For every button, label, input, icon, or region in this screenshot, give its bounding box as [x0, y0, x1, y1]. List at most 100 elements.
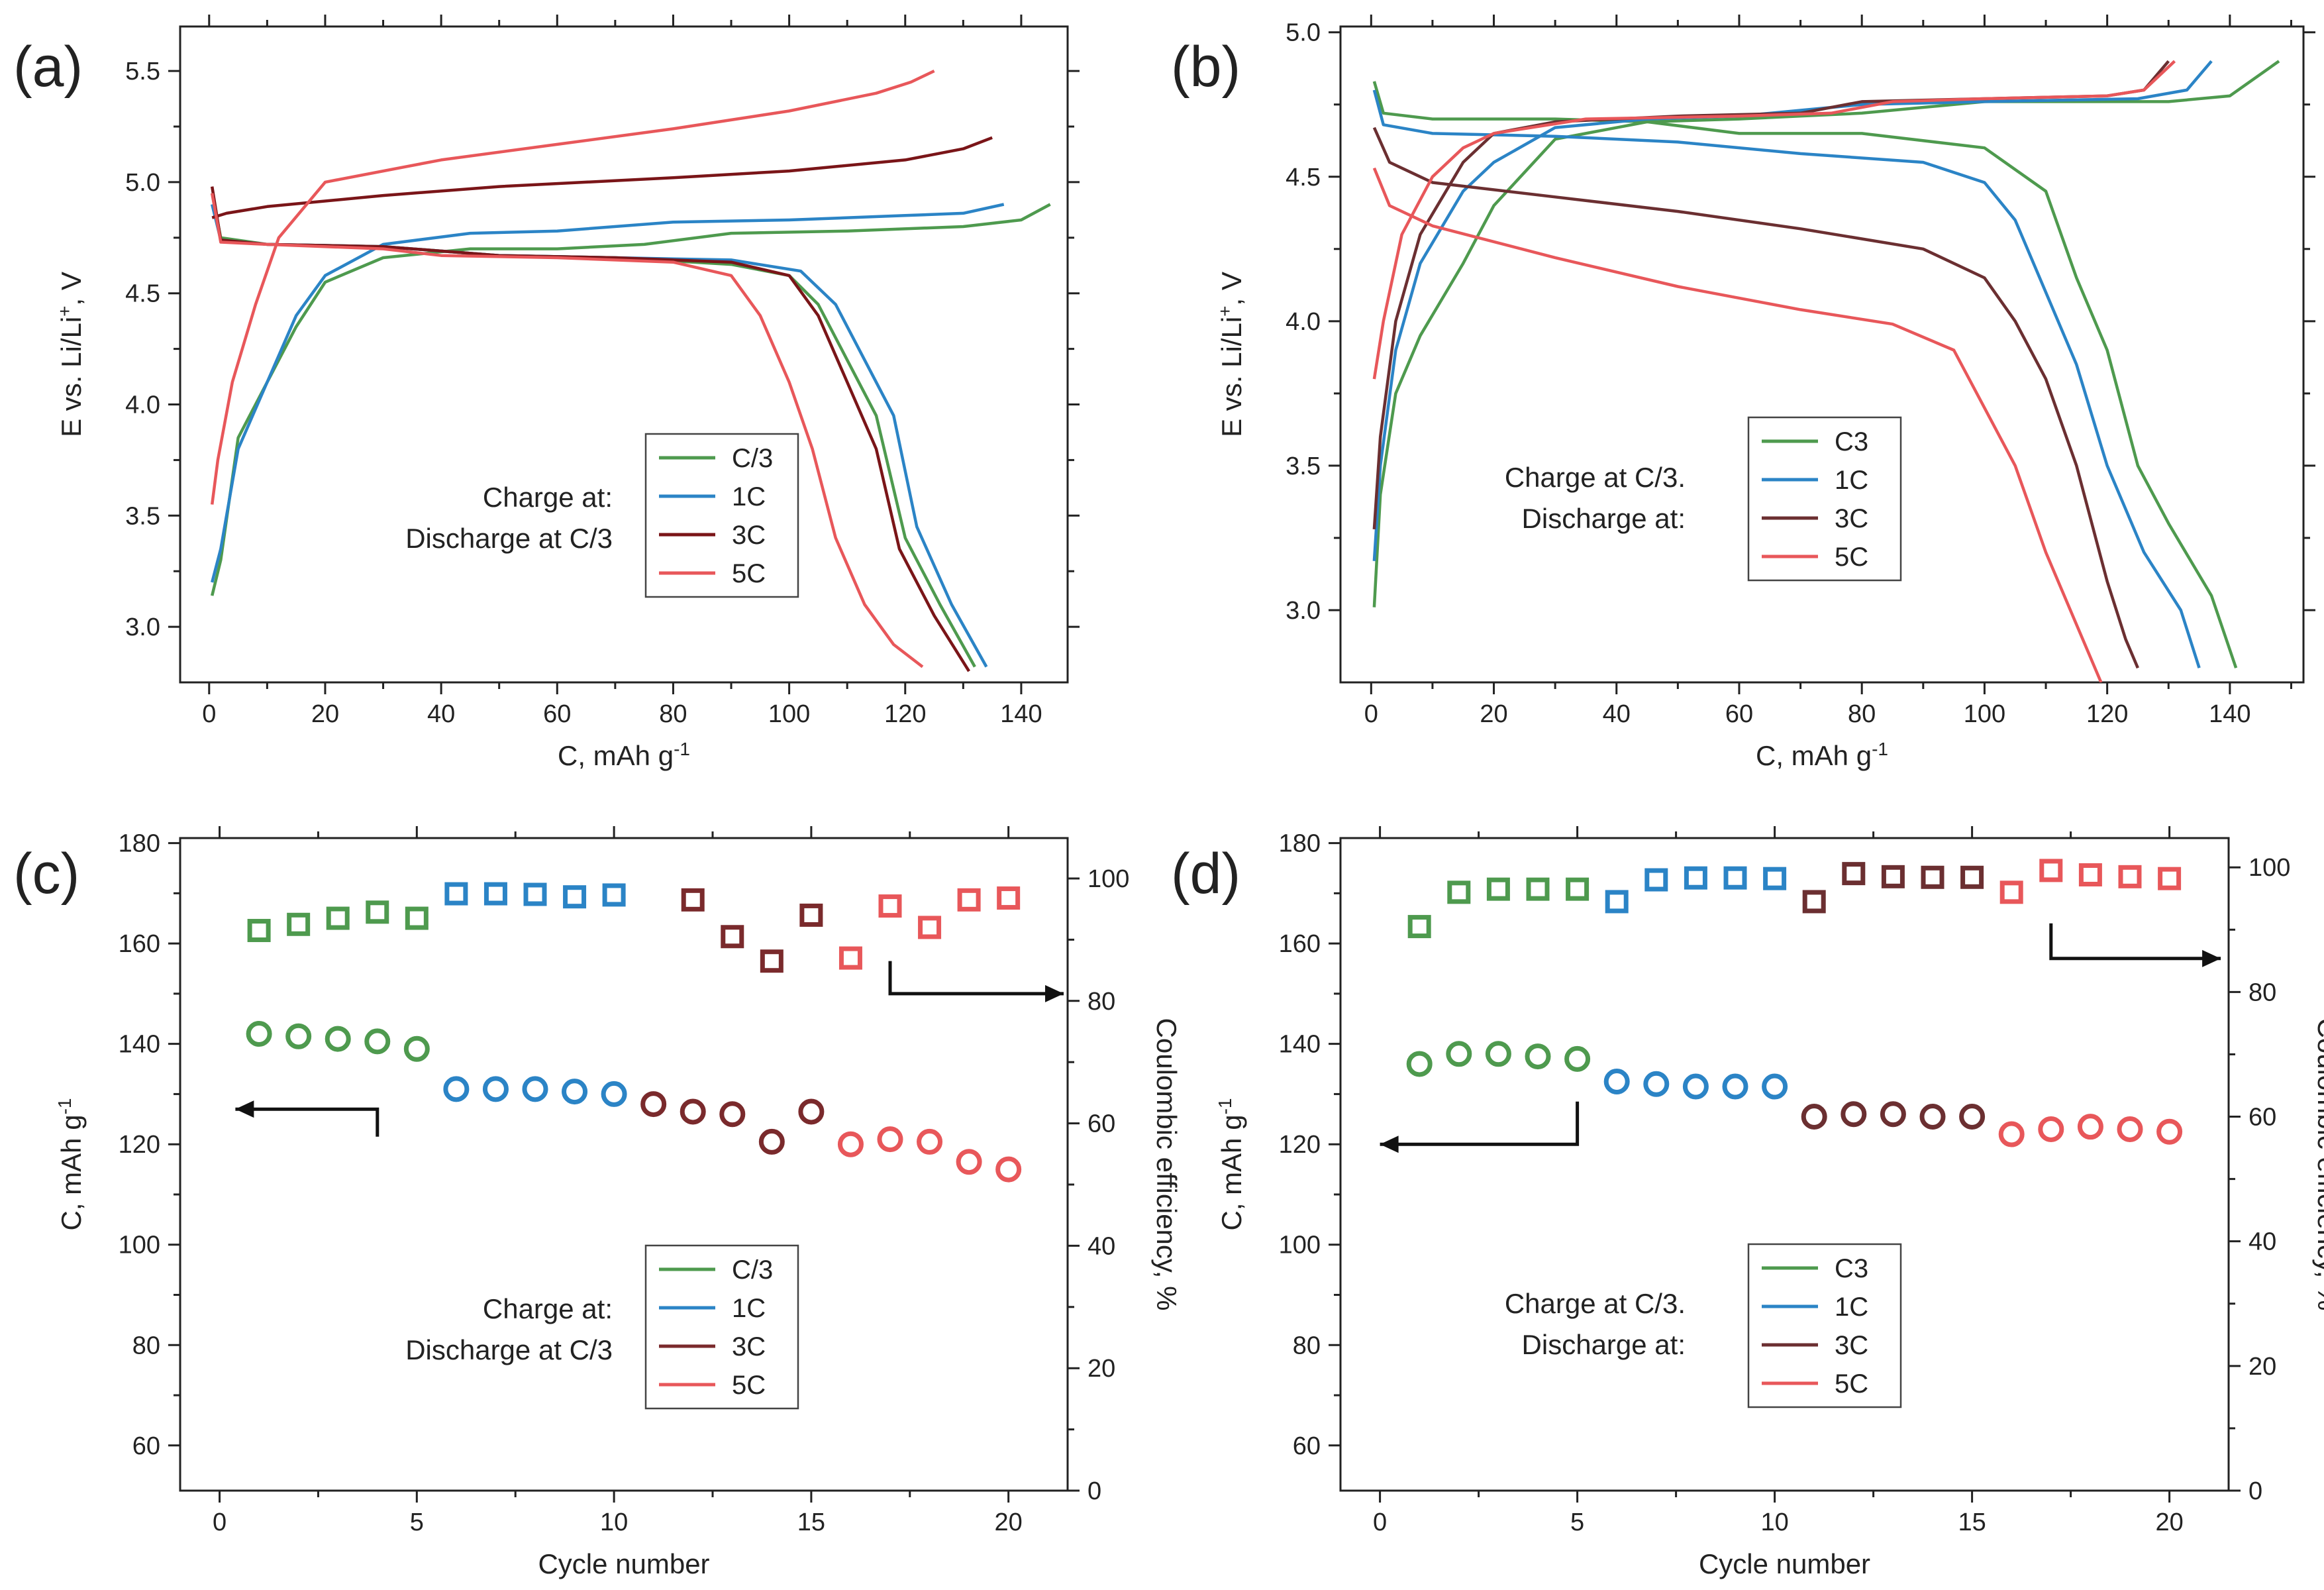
capacity-point-1c: [601, 1081, 627, 1107]
capacity-point-c3: [1406, 1051, 1433, 1077]
capacity-point-5c: [2156, 1118, 2183, 1145]
y2-tick-label: 60: [2248, 1104, 2276, 1132]
y-axis-title-sup: -1: [54, 1098, 75, 1115]
annotation-text: Discharge at C/3: [405, 1334, 613, 1365]
x-axis-title: Cycle number: [538, 1548, 709, 1579]
x-tick-label: 0: [213, 1509, 227, 1536]
y-axis-title-part: C, mAh g: [56, 1114, 87, 1230]
x-tick-label: 120: [884, 700, 926, 728]
y-axis-title-part: , V: [1216, 272, 1247, 305]
plot-frame: [179, 837, 1069, 1492]
x-tick-label: 0: [1373, 1509, 1387, 1536]
x-axis-title-sup: -1: [674, 739, 690, 759]
series-1c-discharge-line: [1372, 89, 2201, 668]
capacity-point-3c: [1919, 1104, 1946, 1130]
x-tick-label: 140: [2209, 700, 2250, 728]
legend: C/3 1C 3C 5C: [644, 433, 799, 598]
legend-box: [1747, 1243, 1902, 1408]
panel-2: (b) 0 20 40 60 80 100 120 140 3.0 3.5 4.0 4.5 5.0 C, m…: [1171, 15, 2315, 771]
data-layer: [1406, 859, 2183, 1147]
capacity-point-3c: [719, 1101, 746, 1128]
capacity-point-5c: [2077, 1114, 2103, 1140]
data-layer: [1372, 60, 2280, 682]
legend-label: C3: [1835, 427, 1868, 456]
annotation-text: Charge at C/3.: [1505, 462, 1686, 493]
y2-tick-label: 60: [1087, 1110, 1115, 1138]
legend-label: 1C: [732, 1294, 766, 1323]
y-tick-label: 4.0: [125, 392, 160, 419]
y-tick-label: 3.0: [1286, 597, 1321, 625]
x-tick-label: 40: [427, 700, 455, 728]
capacity-point-5c: [917, 1128, 943, 1155]
efficiency-point-3c: [1842, 862, 1866, 886]
x-tick-label: 40: [1603, 700, 1631, 728]
capacity-point-1c: [1762, 1073, 1788, 1100]
efficiency-point-3c: [721, 925, 744, 949]
x-axis-title-part: Cycle number: [1699, 1548, 1870, 1579]
x-axis-title: C, mAh g-1: [558, 739, 690, 772]
y-axis-title-sup: +: [54, 305, 75, 316]
x-axis-title: Cycle number: [1699, 1548, 1870, 1579]
capacity-point-c3: [1485, 1041, 1511, 1067]
y-axis-title-part: E vs. Li/Li: [1216, 317, 1247, 437]
x-tick-label: 10: [1760, 1509, 1788, 1536]
capacity-point-c3: [325, 1026, 351, 1052]
efficiency-point-c3: [1526, 877, 1550, 901]
x-tick-label: 80: [1848, 700, 1876, 728]
series-1c-charge-line: [211, 203, 1005, 583]
panel-label: (b): [1171, 35, 1240, 99]
efficiency-point-3c: [681, 888, 705, 912]
efficiency-point-3c: [760, 949, 783, 973]
legend-box: [644, 433, 799, 598]
capacity-point-5c: [956, 1149, 982, 1175]
y-tick-label: 180: [1279, 830, 1321, 858]
x-tick-label: 15: [797, 1509, 825, 1536]
arrow-head: [1045, 984, 1064, 1002]
series-5c-charge-line: [210, 70, 935, 505]
legend-label: 5C: [1835, 1369, 1868, 1399]
annotation-text: Discharge at:: [1522, 503, 1686, 534]
capacity-point-1c: [443, 1076, 470, 1102]
capacity-point-1c: [482, 1076, 509, 1102]
arrow-head: [1380, 1136, 1399, 1153]
x-tick-label: 60: [1725, 700, 1753, 728]
x-tick-label: 80: [659, 700, 687, 728]
x-tick-label: 140: [1000, 700, 1042, 728]
plot-frame: [179, 25, 1069, 684]
series-5c-charge-line: [1372, 60, 2176, 380]
y-axis-title-sup: -1: [1215, 1098, 1235, 1115]
y-axis-title: C, mAh g-1: [1215, 1098, 1248, 1231]
efficiency-point-c3: [326, 906, 350, 930]
legend-label: 1C: [732, 482, 766, 511]
x-tick-label: 120: [2086, 700, 2128, 728]
annotation-text: Charge at:: [483, 1293, 613, 1324]
legend-label: 1C: [1835, 466, 1868, 495]
efficiency-point-c3: [1566, 877, 1590, 901]
y-tick-label: 80: [1293, 1332, 1321, 1359]
efficiency-point-c3: [1407, 915, 1431, 939]
y-tick-label: 140: [1279, 1031, 1321, 1059]
legend-box: [1747, 416, 1902, 582]
x-axis-title-part: Cycle number: [538, 1548, 709, 1579]
x-tick-label: 0: [202, 700, 216, 728]
efficiency-point-5c: [838, 946, 862, 970]
arrow-line: [235, 1107, 379, 1137]
efficiency-point-1c: [1605, 890, 1629, 914]
capacity-point-3c: [1959, 1104, 1986, 1130]
x-tick-label: 5: [410, 1509, 424, 1536]
legend-label: 1C: [1835, 1293, 1868, 1322]
series-1c-charge-line: [1372, 60, 2213, 561]
series-5c-discharge-line: [1372, 167, 2103, 682]
annotation-text: Charge at C/3.: [1505, 1288, 1686, 1319]
capacity-point-c3: [403, 1035, 430, 1062]
y-tick-label: 120: [1279, 1131, 1321, 1159]
y-tick-label: 5.5: [125, 58, 160, 85]
x-tick-label: 100: [768, 700, 810, 728]
y-tick-label: 160: [119, 930, 160, 958]
efficiency-point-1c: [483, 882, 507, 906]
capacity-point-1c: [1722, 1073, 1748, 1100]
efficiency-point-5c: [918, 916, 942, 939]
capacity-point-c3: [246, 1021, 272, 1047]
arrow-line: [888, 961, 1064, 996]
legend-label: 5C: [732, 1371, 766, 1400]
